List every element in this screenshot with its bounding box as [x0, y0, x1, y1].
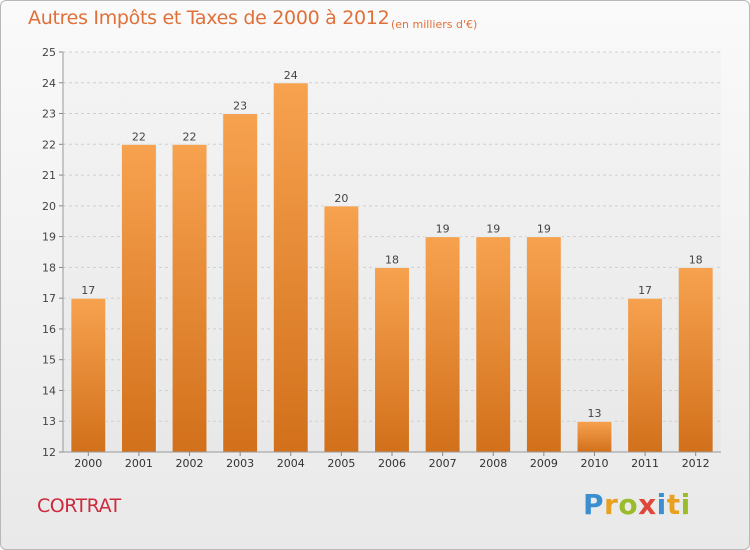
x-tick-label-2002: 2002: [176, 457, 204, 470]
bars: [70, 82, 714, 453]
x-tick-label-2012: 2012: [682, 457, 710, 470]
data-label-2009: 19: [537, 223, 551, 236]
y-tick-label: 23: [42, 108, 56, 121]
y-tick-label: 15: [42, 354, 56, 367]
data-label-2003: 23: [233, 100, 247, 113]
data-label-2006: 18: [385, 253, 399, 266]
x-axis-ticks: 2000 2001 2002 2003 2004 2005 2006 2007 2008 2009…: [74, 452, 710, 470]
bar-2009: [525, 236, 562, 453]
chart-subtitle: (en milliers d'€): [391, 18, 478, 31]
x-tick-label-2010: 2010: [580, 457, 608, 470]
data-label-2012: 18: [689, 253, 703, 266]
bar-2012: [677, 266, 714, 453]
bar-2010: [576, 420, 613, 453]
y-tick-label: 12: [42, 446, 56, 459]
bar-2011: [627, 297, 664, 453]
chart-title: Autres Impôts et Taxes de 2000 à 2012: [28, 7, 390, 29]
x-tick-label-2007: 2007: [429, 457, 457, 470]
bar-2008: [475, 236, 512, 453]
bar-2000: [70, 297, 107, 453]
y-tick-label: 24: [42, 77, 56, 90]
x-tick-label-2006: 2006: [378, 457, 406, 470]
data-labels: 17 22 22 23 24 20 18 19 19 19 13 17 18: [81, 69, 702, 420]
y-tick-label: 16: [42, 323, 56, 336]
bar-2001: [120, 143, 157, 453]
data-label-2010: 13: [587, 407, 601, 420]
bar-2002: [171, 143, 208, 453]
y-tick-label: 18: [42, 261, 56, 274]
x-tick-label-2011: 2011: [631, 457, 659, 470]
data-label-2000: 17: [81, 284, 95, 297]
y-tick-label: 14: [42, 384, 56, 397]
data-label-2005: 20: [334, 192, 348, 205]
x-tick-label-2003: 2003: [226, 457, 254, 470]
proxiti-logo: Proxiti: [583, 488, 691, 521]
x-tick-label-2008: 2008: [479, 457, 507, 470]
y-tick-label: 17: [42, 292, 56, 305]
y-tick-label: 20: [42, 200, 56, 213]
x-tick-label-2009: 2009: [530, 457, 558, 470]
y-tick-label: 22: [42, 138, 56, 151]
bar-2006: [374, 266, 410, 453]
data-label-2008: 19: [486, 223, 500, 236]
y-tick-label: 25: [42, 46, 56, 59]
data-label-2007: 19: [436, 223, 450, 236]
x-tick-label-2004: 2004: [277, 457, 305, 470]
bar-2003: [222, 113, 259, 453]
data-label-2004: 24: [284, 69, 298, 82]
x-tick-label-2001: 2001: [125, 457, 153, 470]
y-tick-label: 19: [42, 231, 56, 244]
bar-2007: [424, 236, 461, 453]
data-label-2001: 22: [132, 130, 146, 143]
data-label-2002: 22: [183, 130, 197, 143]
bar-2004: [272, 82, 309, 453]
data-label-2011: 17: [638, 284, 652, 297]
y-tick-label: 13: [42, 415, 56, 428]
y-tick-label: 21: [42, 169, 56, 182]
x-tick-label-2005: 2005: [327, 457, 355, 470]
x-tick-label-2000: 2000: [74, 457, 102, 470]
commune-name: CORTRAT: [37, 495, 121, 517]
bar-2005: [323, 205, 360, 453]
